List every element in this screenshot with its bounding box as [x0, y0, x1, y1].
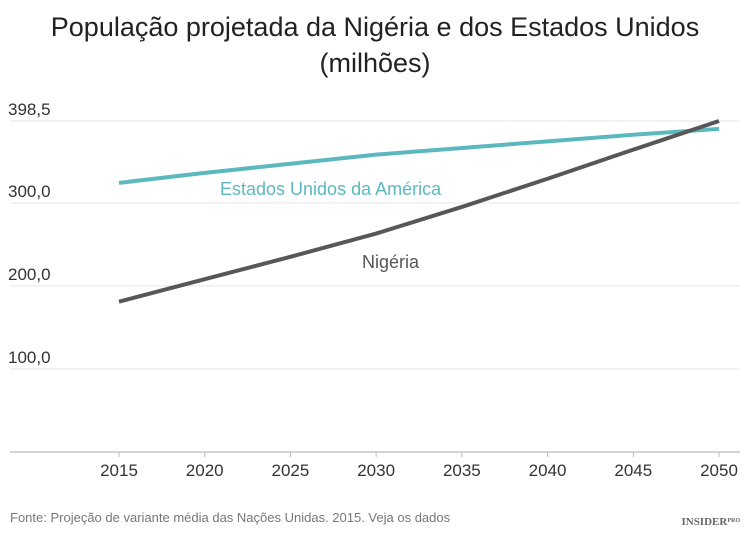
x-tick-label: 2035 — [443, 461, 481, 480]
y-tick-label: 200,0 — [8, 265, 51, 284]
x-tick-label: 2045 — [614, 461, 652, 480]
y-tick-label: 100,0 — [8, 348, 51, 367]
series-line-usa — [118, 126, 720, 185]
x-tick-label: 2030 — [357, 461, 395, 480]
x-tick-label: 2050 — [700, 461, 738, 480]
source-note: Fonte: Projeção de variante média das Na… — [10, 510, 451, 525]
y-tick-label: 300,0 — [8, 182, 51, 201]
chart-subtitle: (milhões) — [319, 48, 430, 78]
series-label-usa: Estados Unidos da América — [220, 179, 442, 199]
series-line-nigeria — [118, 119, 720, 304]
insider-pro-logo: INSIDERPRO — [681, 516, 740, 528]
x-tick-label: 2020 — [186, 461, 224, 480]
series-label-nigeria: Nigéria — [362, 252, 420, 272]
x-tick-label: 2040 — [529, 461, 567, 480]
x-tick-label: 2025 — [272, 461, 310, 480]
y-tick-label: 398,5 — [8, 100, 51, 119]
chart-title: População projetada da Nigéria e dos Est… — [51, 12, 699, 42]
x-tick-label: 2015 — [100, 461, 138, 480]
